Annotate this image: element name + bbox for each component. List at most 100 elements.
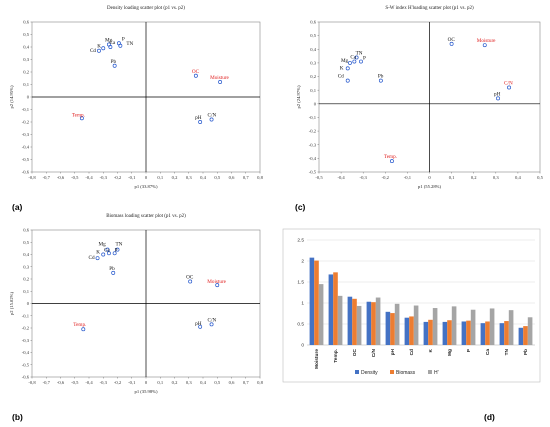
x-tick-label: -0,3: [100, 380, 108, 386]
scatter-point-ph: pH: [195, 115, 203, 124]
bar-biomass-moisture: [314, 260, 319, 345]
point-marker: [108, 45, 113, 49]
point-marker: [81, 327, 86, 332]
y-tick-label: 0,3: [310, 61, 316, 67]
category-label: C/N: [371, 348, 377, 357]
y-tick-label: -0,4: [22, 145, 30, 151]
point-marker: [112, 63, 117, 68]
x-tick-label: 0,3: [186, 175, 192, 181]
category-label: pH: [390, 348, 396, 355]
x-tick-label: 0,2: [172, 175, 178, 181]
category-label: Moisture: [314, 349, 320, 369]
scatter-point-k: K: [340, 65, 350, 71]
bar-density-pb: [518, 327, 524, 345]
bar-density-oc: [347, 296, 353, 345]
category-label: K: [428, 348, 434, 352]
scatter-point-tn: TN: [118, 41, 134, 48]
bar-density-ph: [385, 311, 391, 345]
bar-biomass-k: [428, 319, 433, 345]
y-tick-label: -0,3: [22, 338, 30, 344]
scatter-point-cn: C/N: [208, 317, 217, 327]
x-tick-label: -0,3: [360, 175, 368, 181]
point-label: C/N: [208, 317, 217, 323]
point-marker: [209, 117, 214, 122]
x-tick-label: -0,2: [114, 380, 122, 386]
scatter-point-cd: Cd: [89, 255, 100, 261]
legend-label: H': [434, 370, 439, 376]
y-tick-label: 0,3: [23, 57, 29, 63]
scatter-point-pb: Pb: [109, 266, 116, 275]
x-tick-label: -0,4: [85, 175, 93, 181]
point-label: K: [96, 250, 100, 256]
point-marker: [115, 247, 120, 252]
x-tick-label: -0,5: [315, 175, 323, 181]
scatter-point-k: K: [96, 250, 106, 257]
x-tick-label: 0,8: [257, 380, 263, 386]
y-axis-label: p2 (14.95%): [9, 85, 14, 108]
point-label: pH: [195, 321, 202, 327]
x-tick-label: 0,8: [257, 175, 263, 181]
x-tick-label: -0,1: [128, 175, 136, 181]
point-marker: [218, 80, 223, 84]
y-tick-label: -0,5: [309, 170, 317, 176]
y-tick-label: 0,6: [23, 20, 29, 26]
y-tick-label: 0,1: [310, 88, 316, 94]
scatter-point-ph: pH: [494, 91, 501, 101]
scatter-panel-density: Density loading scatter plot (p1 vs. p2)…: [9, 6, 264, 212]
scatter-point-mg: Mg: [341, 58, 352, 65]
point-marker: [378, 78, 383, 83]
y-tick-label: 0: [27, 301, 30, 306]
x-tick-label: 0,7: [243, 380, 249, 386]
x-tick-label: -0,5: [71, 175, 79, 181]
point-label: Temp.: [384, 154, 397, 160]
point-label: TN: [126, 41, 133, 47]
legend-label: Density: [361, 370, 378, 376]
bar-biomass-mg: [447, 320, 452, 345]
scatter-point-p: P: [116, 36, 125, 46]
point-label: TN: [356, 50, 363, 56]
category-label: Temp.: [333, 349, 339, 363]
bar-density-temp: [328, 274, 334, 345]
y-tick-label: -0,1: [22, 313, 30, 319]
scatter-point-cn: C/N: [504, 80, 513, 90]
scatter-point-ca: Ca: [350, 55, 357, 64]
legend-label: Biomass: [396, 370, 416, 376]
scatter-point-p: P: [359, 56, 366, 64]
chart-title: Biomass loading scatter plot (p1 vs. p2): [106, 214, 186, 219]
x-tick-label: 0: [145, 380, 148, 385]
y-tick-label: 0,1: [23, 82, 29, 88]
panel-label: (b): [12, 412, 23, 422]
y-tick-label: 0: [314, 101, 317, 106]
bar-density-moisture: [309, 257, 315, 345]
bar-density-ca: [480, 323, 486, 345]
x-tick-label: 0,4: [200, 175, 206, 181]
scatter-point-temp: Temp.: [73, 322, 86, 332]
x-tick-label: -0,7: [43, 380, 51, 386]
bar-biomass-oc: [352, 298, 357, 345]
y-axis-label: p2 (15.82%): [9, 292, 14, 315]
point-label: Temp.: [72, 112, 85, 118]
chart-title: S-W index H'loading scatter plot (p1 vs.…: [385, 6, 474, 11]
bar-density-p: [461, 321, 467, 345]
y-tick-label: -0,4: [309, 156, 317, 162]
point-label: Ca: [104, 247, 110, 253]
x-tick-label: 0,4: [515, 175, 521, 181]
point-label: P: [115, 247, 118, 253]
point-label: OC: [448, 37, 456, 43]
x-tick-label: -0,1: [128, 380, 136, 386]
x-tick-label: 0,5: [214, 175, 220, 181]
chart-frame: [282, 228, 541, 383]
x-tick-label: -0,4: [337, 175, 345, 181]
y-tick-label: -0,2: [309, 129, 317, 135]
y-tick-label: 2.5: [297, 238, 304, 244]
y-tick-label: -0,4: [22, 350, 30, 356]
scatter-point-temp: Temp.: [384, 154, 397, 164]
x-tick-label: 0: [145, 175, 148, 180]
x-tick-label: 0,2: [471, 175, 477, 181]
bar-h-temp: [337, 295, 343, 345]
x-tick-label: -0,8: [28, 175, 36, 181]
bar-biomass-cd: [409, 316, 414, 345]
point-label: Mg: [341, 58, 349, 64]
point-label: OC: [192, 69, 200, 75]
scatter-point-ca: Ca: [108, 40, 116, 49]
